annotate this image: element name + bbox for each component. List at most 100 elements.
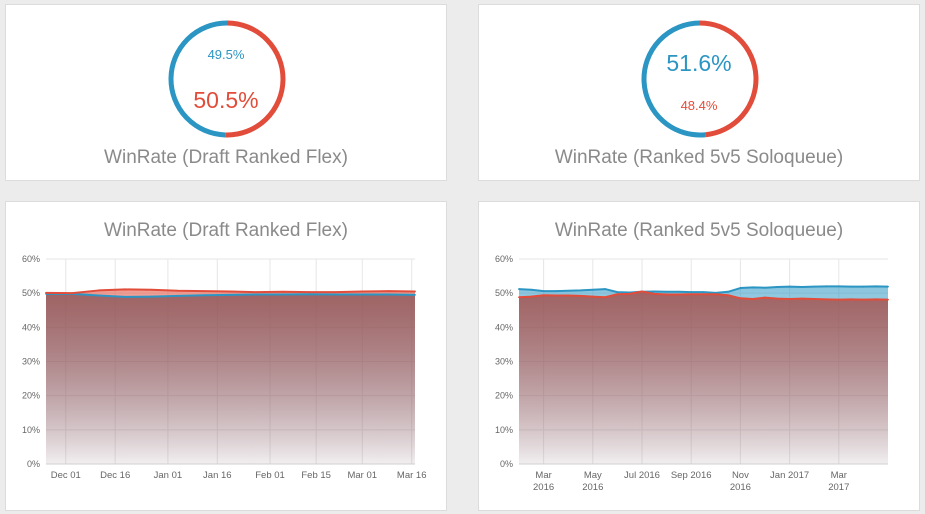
data-point xyxy=(764,296,766,299)
data-point xyxy=(567,294,570,297)
y-tick-label: 0% xyxy=(500,459,513,469)
data-point xyxy=(124,288,126,291)
data-point xyxy=(555,290,557,293)
data-point xyxy=(530,288,533,291)
data-point xyxy=(862,285,865,288)
data-point xyxy=(801,297,803,300)
data-point xyxy=(653,292,656,295)
donut-red-slice xyxy=(225,20,286,138)
data-point xyxy=(604,288,606,290)
data-point xyxy=(518,296,520,299)
data-point xyxy=(653,290,656,293)
donut-chart-soloqueue xyxy=(641,20,759,138)
y-tick-label: 30% xyxy=(22,357,40,367)
x-tick-label: Feb 01 xyxy=(255,470,285,481)
data-point xyxy=(678,290,680,293)
data-point xyxy=(282,290,285,293)
x-tick-label: Nov xyxy=(732,470,749,481)
donut-blue-slice xyxy=(168,20,227,138)
data-point xyxy=(813,285,816,288)
x-tick-label: Dec 16 xyxy=(100,470,130,481)
data-point xyxy=(788,298,791,300)
chart-card-flex: WinRate (Draft Ranked Flex) 0% 10% 20% 30% 4… xyxy=(5,201,447,511)
data-point xyxy=(690,293,693,296)
y-tick-label: 50% xyxy=(22,288,40,298)
data-point xyxy=(837,285,840,288)
data-point xyxy=(813,298,816,300)
data-point xyxy=(176,295,179,297)
data-point xyxy=(604,296,606,299)
data-point xyxy=(764,286,766,289)
x-tick-label: Jan 2017 xyxy=(770,470,809,481)
chart-title: WinRate (Ranked 5v5 Soloqueue) xyxy=(554,220,844,241)
data-point xyxy=(203,290,206,293)
donut-card-soloqueue: 51.6% 48.4% WinRate (Ranked 5v5 Soloqueu… xyxy=(478,4,920,181)
data-point xyxy=(727,294,729,297)
data-point xyxy=(567,289,570,292)
data-point xyxy=(308,293,311,296)
data-point xyxy=(751,286,754,289)
data-point xyxy=(255,293,258,296)
y-tick-label: 30% xyxy=(495,357,513,367)
data-point xyxy=(361,290,364,293)
x-tick-label: Mar 01 xyxy=(347,470,377,481)
data-point xyxy=(530,295,533,298)
data-point xyxy=(887,285,889,288)
y-tick-label: 50% xyxy=(495,288,513,298)
donut-chart-flex xyxy=(168,20,286,138)
data-point xyxy=(837,298,840,301)
data-point xyxy=(739,297,742,300)
data-point xyxy=(641,290,643,293)
data-point xyxy=(776,286,779,288)
data-point xyxy=(150,295,153,298)
data-point xyxy=(579,295,582,297)
data-point xyxy=(850,285,852,288)
data-point xyxy=(690,291,693,294)
data-point xyxy=(335,291,337,294)
x-tick-label: Mar xyxy=(535,470,551,481)
x-tick-label: Feb 15 xyxy=(301,470,331,481)
data-point xyxy=(874,285,877,288)
data-point xyxy=(555,294,557,297)
y-tick-label: 10% xyxy=(22,425,40,435)
data-point xyxy=(825,285,828,288)
data-point xyxy=(850,298,852,301)
x-tick-label: Dec 01 xyxy=(51,470,81,481)
overlap-area xyxy=(46,293,415,464)
donut-blue-label: 49.5% xyxy=(207,47,245,62)
data-point xyxy=(591,295,594,298)
data-point xyxy=(751,298,754,300)
y-tick-label: 60% xyxy=(22,254,40,264)
data-point xyxy=(229,293,232,296)
y-tick-label: 20% xyxy=(22,391,40,401)
data-point xyxy=(387,290,390,293)
donut-card-flex: 49.5% 50.5% WinRate (Draft Ranked Flex) xyxy=(5,4,447,181)
y-tick-label: 40% xyxy=(495,322,513,332)
data-point xyxy=(788,285,791,288)
data-point xyxy=(591,288,594,291)
data-point xyxy=(45,291,47,294)
data-point xyxy=(176,289,179,292)
donut-red-slice xyxy=(699,20,759,138)
x-tick-label: 2016 xyxy=(533,482,554,493)
y-tick-label: 60% xyxy=(495,254,513,264)
data-point xyxy=(361,293,364,296)
data-point xyxy=(124,296,126,298)
data-point xyxy=(308,291,311,294)
data-point xyxy=(542,290,545,293)
donut-blue-slice xyxy=(641,20,706,138)
donut-title: WinRate (Draft Ranked Flex) xyxy=(104,147,348,168)
data-point xyxy=(628,292,631,295)
data-point xyxy=(414,293,416,296)
data-point xyxy=(887,298,889,301)
data-point xyxy=(801,286,803,288)
data-point xyxy=(579,289,582,292)
data-point xyxy=(874,298,877,301)
data-point xyxy=(71,292,74,295)
data-point xyxy=(825,298,828,301)
y-tick-label: 10% xyxy=(495,425,513,435)
donut-red-label: 50.5% xyxy=(193,87,259,113)
overlap-area xyxy=(519,291,888,464)
donut-blue-label: 51.6% xyxy=(666,50,732,76)
